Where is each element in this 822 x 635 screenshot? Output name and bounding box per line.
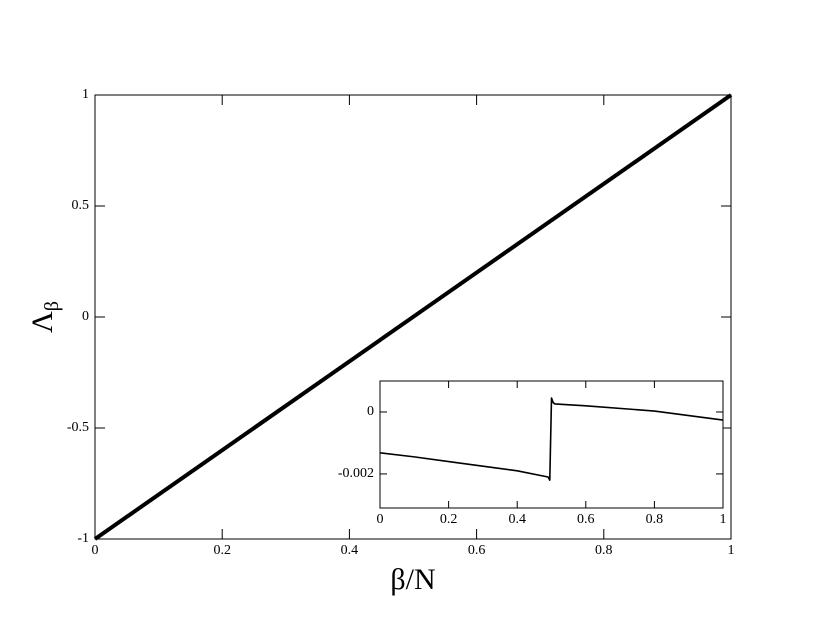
data-line bbox=[379, 397, 724, 481]
x-axis-label: β/N bbox=[390, 563, 435, 596]
y-axis-label: Λβ bbox=[26, 301, 63, 333]
x-tick-label: 0.2 bbox=[440, 512, 458, 527]
x-tick-label: 0.2 bbox=[213, 543, 231, 558]
x-tick-label: 1 bbox=[720, 512, 727, 527]
y-tick-label: -0.5 bbox=[67, 420, 89, 435]
data-line bbox=[93, 93, 733, 541]
y-tick-label: 0.5 bbox=[72, 198, 90, 213]
x-tick-label: 1 bbox=[728, 543, 735, 558]
y-tick-label: 0 bbox=[367, 404, 374, 419]
x-tick-label: 0.4 bbox=[508, 512, 526, 527]
x-tick-label: 0.8 bbox=[646, 512, 664, 527]
x-tick-label: 0 bbox=[92, 543, 99, 558]
y-tick-label: -1 bbox=[77, 531, 89, 546]
y-tick-label: -0.002 bbox=[338, 466, 374, 481]
y-tick-label: 1 bbox=[82, 87, 89, 102]
y-tick-label: 0 bbox=[82, 309, 89, 324]
x-tick-label: 0.6 bbox=[468, 543, 486, 558]
x-tick-label: 0.8 bbox=[595, 543, 613, 558]
x-tick-label: 0.6 bbox=[577, 512, 595, 527]
x-tick-label: 0 bbox=[377, 512, 384, 527]
x-tick-label: 0.4 bbox=[341, 543, 359, 558]
